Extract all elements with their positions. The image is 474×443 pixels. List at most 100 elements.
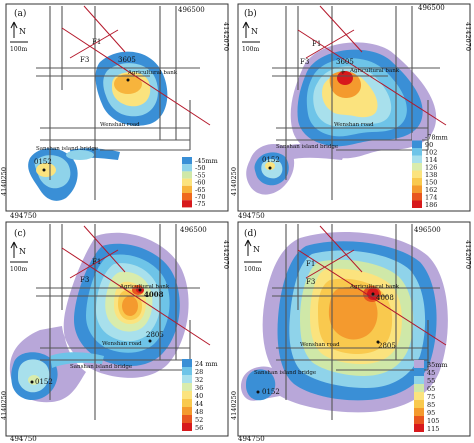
svg-text:100m: 100m xyxy=(10,266,27,273)
panel-b-coord-bottom: 494750 xyxy=(238,212,265,220)
svg-text:N: N xyxy=(251,27,258,36)
legend-c-swatch xyxy=(182,423,192,431)
legend-a-label: -55 xyxy=(195,171,205,179)
panel-c-point-mid: 2805 xyxy=(146,331,164,339)
legend-d-label: 115 xyxy=(427,425,439,433)
panel-c-fault-f3: F3 xyxy=(80,276,89,284)
legend-d-label: 65 xyxy=(427,385,435,393)
legend-c-swatch xyxy=(182,399,192,407)
legend-d-swatch xyxy=(414,408,424,416)
legend-d-swatch xyxy=(414,400,424,408)
legend-d-label: 95 xyxy=(427,409,435,417)
panel-a-letter: (a) xyxy=(14,8,26,19)
panel-a-scale-bar: 100m xyxy=(10,41,28,53)
legend-b-label: 114 xyxy=(425,156,437,164)
panel-b-coord-right: 4142070 xyxy=(464,22,472,51)
legend-b-label: 138 xyxy=(425,171,437,179)
svg-text:100m: 100m xyxy=(244,266,261,273)
panel-b-point-sw: 0152 xyxy=(262,156,280,164)
legend-c-label: 24 mm xyxy=(195,360,218,368)
panel-c-fault-f1: F1 xyxy=(92,258,101,266)
panel-a-bank: Agricultural bank xyxy=(127,70,178,76)
panel-c-coord-bottom: 494750 xyxy=(10,435,37,443)
legend-c-label: 52 xyxy=(195,416,203,424)
panel-a-road: Wenshan road xyxy=(100,122,140,128)
panel-d-point-main: 4008 xyxy=(376,294,394,302)
panel-c-north-arrow: N xyxy=(10,241,26,258)
legend-c-swatch xyxy=(182,383,192,391)
panel-a-faults xyxy=(61,5,211,126)
panel-a-coord-left: 4140250 xyxy=(0,167,8,196)
legend-b-label: -78mm xyxy=(425,133,448,141)
panel-b-faults xyxy=(297,5,447,126)
panel-d-letter: (d) xyxy=(244,228,257,239)
panel-a-bridge: Sanshan island bridge xyxy=(36,146,98,152)
legend-b-label: 162 xyxy=(425,186,437,194)
panel-c-roads xyxy=(36,224,200,420)
legend-a-swatch xyxy=(182,200,192,208)
legend-c-label: 32 xyxy=(195,376,203,384)
legend-d-label: 75 xyxy=(427,393,435,401)
legend-b-swatch xyxy=(412,133,422,141)
svg-text:N: N xyxy=(253,245,260,254)
panel-d-faults xyxy=(297,225,447,346)
legend-b-label: 90 xyxy=(425,141,433,149)
legend-c-label: 36 xyxy=(195,384,203,392)
panel-b-point-marker: + xyxy=(340,68,346,76)
svg-text:N: N xyxy=(19,27,26,36)
panel-b-coord-left: 4140250 xyxy=(230,167,238,196)
legend-c-swatch xyxy=(182,391,192,399)
legend-d-swatch xyxy=(414,424,424,432)
legend-a-swatch xyxy=(182,164,192,172)
legend-b-label: 186 xyxy=(425,201,437,209)
panel-c-point-sw: 0152 xyxy=(35,378,53,386)
panel-a-coord-bottom: 494750 xyxy=(10,212,37,220)
legend-d-swatch xyxy=(414,368,424,376)
legend-a-swatch xyxy=(182,185,192,193)
panel-a-fault-f1: F1 xyxy=(92,38,101,46)
legend-b-label: 150 xyxy=(425,178,437,186)
panel-b-road: Wenshan road xyxy=(334,122,374,128)
panel-a-north-arrow: N xyxy=(10,21,26,38)
panel-b-bridge: Sanshan island bridge xyxy=(276,144,338,150)
legend-b-swatch xyxy=(412,163,422,171)
panel-a-point-main: 3605 xyxy=(118,56,136,64)
panel-b-heat xyxy=(246,42,437,195)
legend-a-label: -45mm xyxy=(195,157,218,165)
legend-c-swatch xyxy=(182,367,192,375)
panel-d-coord-left: 4140250 xyxy=(230,391,238,420)
legend-a-swatch xyxy=(182,193,192,201)
legend-b-label: 126 xyxy=(425,163,437,171)
legend-d-swatch xyxy=(414,416,424,424)
legend-b-swatch xyxy=(412,185,422,193)
panel-d-coord-bottom: 494750 xyxy=(238,435,265,443)
svg-text:100m: 100m xyxy=(10,46,27,53)
legend-d-label: 45 xyxy=(427,369,435,377)
legend-a-label: -75 xyxy=(195,200,205,208)
panel-b-coord-top: 496500 xyxy=(418,4,445,12)
panel-d: (d) 496500 4142070 4140250 494750 N 100m… xyxy=(230,221,472,443)
panel-d-fault-f1: F1 xyxy=(306,260,315,268)
legend-b-swatch xyxy=(412,193,422,201)
legend-d-label: 105 xyxy=(427,417,439,425)
legend-c-swatch xyxy=(182,407,192,415)
panel-a-legend: -45mm-50-55-60-65-70-75 xyxy=(182,157,218,208)
legend-d-label: 35mm xyxy=(427,361,448,369)
panel-d-bank: Agricultural bank xyxy=(349,284,400,290)
panel-d-coord-top: 496500 xyxy=(414,226,441,234)
legend-d-swatch xyxy=(414,360,424,368)
panel-d-point-sw: 0152 xyxy=(262,388,280,396)
legend-c-label: 28 xyxy=(195,368,203,376)
panel-d-road: Wenshan road xyxy=(300,342,340,348)
legend-b-swatch xyxy=(412,200,422,208)
legend-c-swatch xyxy=(182,359,192,367)
panel-b-north-arrow: N xyxy=(242,21,258,38)
legend-d-swatch xyxy=(414,376,424,384)
panel-c: (c) 496500 4142070 4140250 494750 N 100m… xyxy=(0,221,230,443)
panel-d-scale-bar: 100m xyxy=(244,261,262,273)
legend-b-swatch xyxy=(412,170,422,178)
panel-a-coord-top: 496500 xyxy=(178,6,205,14)
panel-d-point-mid: 2805 xyxy=(378,342,396,350)
